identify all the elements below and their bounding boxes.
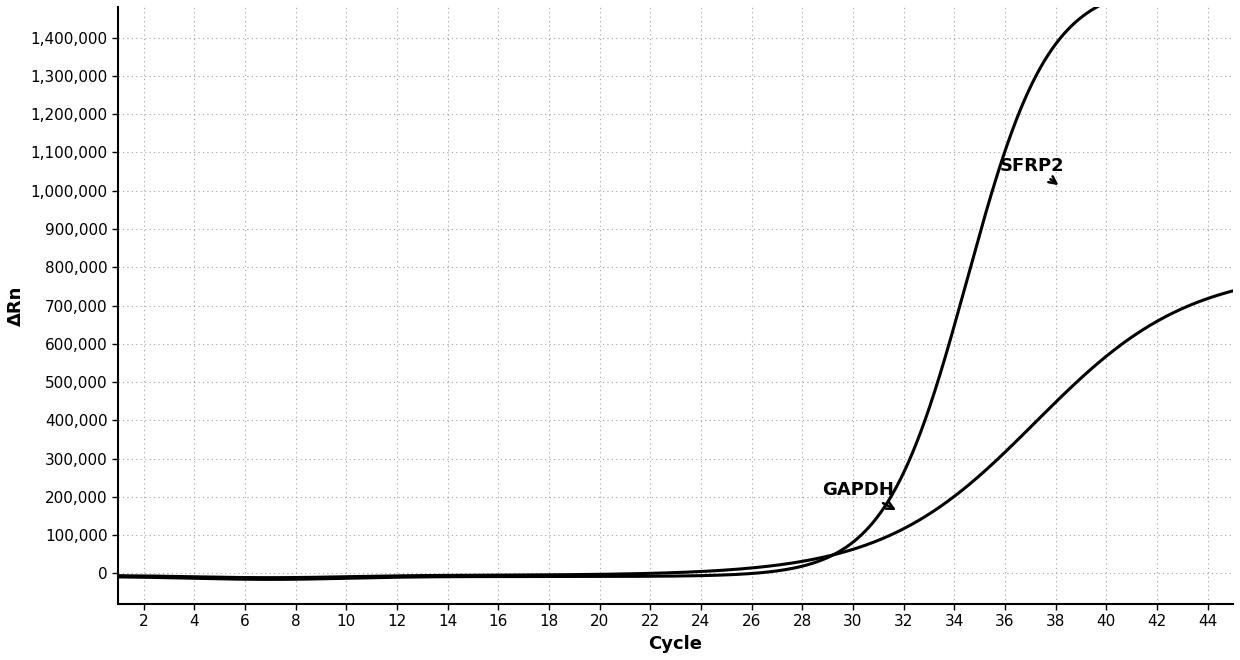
- Text: GAPDH: GAPDH: [822, 481, 894, 509]
- Y-axis label: ΔRn: ΔRn: [7, 285, 25, 325]
- X-axis label: Cycle: Cycle: [649, 635, 703, 653]
- Text: SFRP2: SFRP2: [999, 157, 1065, 183]
